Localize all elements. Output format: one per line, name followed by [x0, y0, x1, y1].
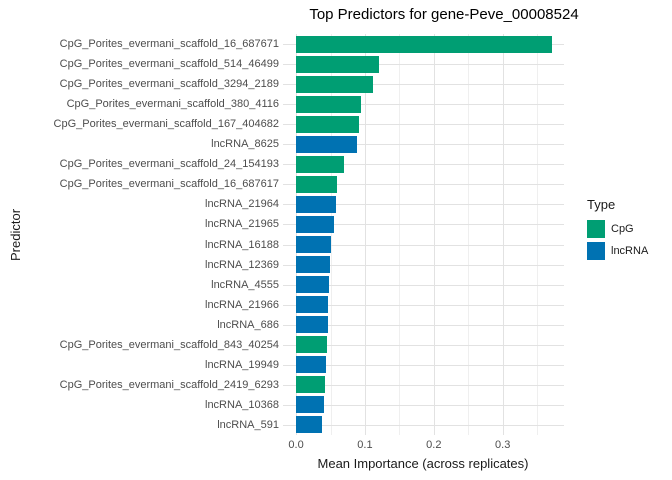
y-tick-label: lncRNA_21965 — [205, 218, 279, 231]
bar — [296, 55, 379, 73]
bar — [296, 336, 328, 354]
y-tick-label: lncRNA_19949 — [205, 358, 279, 371]
bar — [296, 316, 328, 334]
bar — [296, 416, 323, 434]
gridline-x-major — [364, 34, 366, 435]
bar — [296, 396, 324, 414]
bar — [296, 95, 361, 113]
gridline-x-minor — [537, 34, 539, 435]
plot-panel — [283, 34, 564, 435]
y-tick-label: lncRNA_21966 — [205, 298, 279, 311]
bar — [296, 75, 374, 93]
gridline-y-major — [283, 84, 564, 86]
gridline-y-major — [283, 244, 564, 246]
legend-title: Type — [587, 197, 616, 212]
bar — [296, 376, 325, 394]
gridline-y-major — [283, 124, 564, 126]
y-tick-label: CpG_Porites_evermani_scaffold_2419_6293 — [59, 378, 279, 391]
bar — [296, 256, 330, 274]
gridline-y-major — [283, 144, 564, 146]
gridline-x-major — [502, 34, 504, 435]
gridline-y-major — [283, 104, 564, 106]
bar — [296, 195, 337, 213]
gridline-y-major — [283, 344, 564, 346]
y-tick-label: lncRNA_12369 — [205, 258, 279, 271]
gridline-y-major — [283, 384, 564, 386]
bar — [296, 356, 327, 374]
x-tick-label: 0.3 — [495, 439, 511, 451]
gridline-y-major — [283, 184, 564, 186]
legend-item-label: lncRNA — [611, 245, 649, 257]
bar — [296, 135, 357, 153]
y-tick-label: CpG_Porites_evermani_scaffold_380_4116 — [66, 98, 279, 111]
x-axis-tick-labels: 0.0 0.1 0.2 0.3 — [0, 439, 672, 452]
y-tick-label: lncRNA_10368 — [205, 398, 279, 411]
y-tick-label: CpG_Porites_evermani_scaffold_3294_2189 — [59, 78, 279, 91]
gridline-y-major — [283, 264, 564, 266]
bar — [296, 175, 338, 193]
legend-key-swatch — [587, 220, 605, 238]
bar — [296, 115, 360, 133]
x-tick-label: 0.0 — [288, 439, 304, 451]
legend-items: CpG lncRNA — [587, 220, 648, 260]
gridline-y-major — [283, 224, 564, 226]
legend-item: lncRNA — [587, 242, 648, 260]
y-tick-label: CpG_Porites_evermani_scaffold_24_154193 — [59, 158, 279, 171]
bar — [296, 296, 329, 314]
gridline-y-major — [283, 364, 564, 366]
x-axis-title: Mean Importance (across replicates) — [317, 456, 529, 471]
gridline-y-major — [283, 404, 564, 406]
gridline-y-major — [283, 64, 564, 66]
bar — [296, 276, 330, 294]
y-tick-label: CpG_Porites_evermani_scaffold_843_40254 — [59, 338, 279, 351]
y-tick-label: lncRNA_686 — [217, 318, 279, 331]
gridline-y-major — [283, 304, 564, 306]
y-tick-label: CpG_Porites_evermani_scaffold_167_404682 — [53, 118, 279, 131]
gridline-y-major — [283, 204, 564, 206]
y-tick-label: CpG_Porites_evermani_scaffold_16_687617 — [59, 178, 279, 191]
bar — [296, 35, 553, 53]
y-tick-label: lncRNA_591 — [217, 418, 279, 431]
chart-title: Top Predictors for gene-Peve_00008524 — [309, 6, 579, 23]
gridline-x-minor — [468, 34, 470, 435]
y-tick-label: lncRNA_21964 — [205, 198, 279, 211]
y-tick-label: lncRNA_16188 — [205, 238, 279, 251]
y-tick-label: CpG_Porites_evermani_scaffold_16_687671 — [59, 38, 279, 50]
gridline-x-major — [296, 34, 298, 435]
bar — [296, 215, 334, 233]
gridline-y-major — [283, 284, 564, 286]
gridline-y-major — [283, 424, 564, 426]
bar — [296, 155, 345, 173]
bar — [296, 236, 332, 254]
gridline-y-major — [283, 324, 564, 326]
legend-key-swatch — [587, 242, 605, 260]
y-tick-label: CpG_Porites_evermani_scaffold_514_46499 — [59, 58, 279, 71]
gridline-y-major — [283, 164, 564, 166]
gridline-x-minor — [330, 34, 332, 435]
gridline-x-major — [433, 34, 435, 435]
y-tick-label: lncRNA_4555 — [211, 278, 279, 291]
x-tick-label: 0.1 — [357, 439, 373, 451]
legend: Type CpG lncRNA — [587, 197, 648, 264]
gridline-x-minor — [399, 34, 401, 435]
x-tick-label: 0.2 — [426, 439, 442, 451]
y-tick-label: lncRNA_8625 — [211, 138, 279, 151]
legend-item-label: CpG — [611, 223, 634, 235]
y-axis-labels: CpG_Porites_evermani_scaffold_16_687671 C… — [0, 34, 279, 435]
legend-item: CpG — [587, 220, 648, 238]
